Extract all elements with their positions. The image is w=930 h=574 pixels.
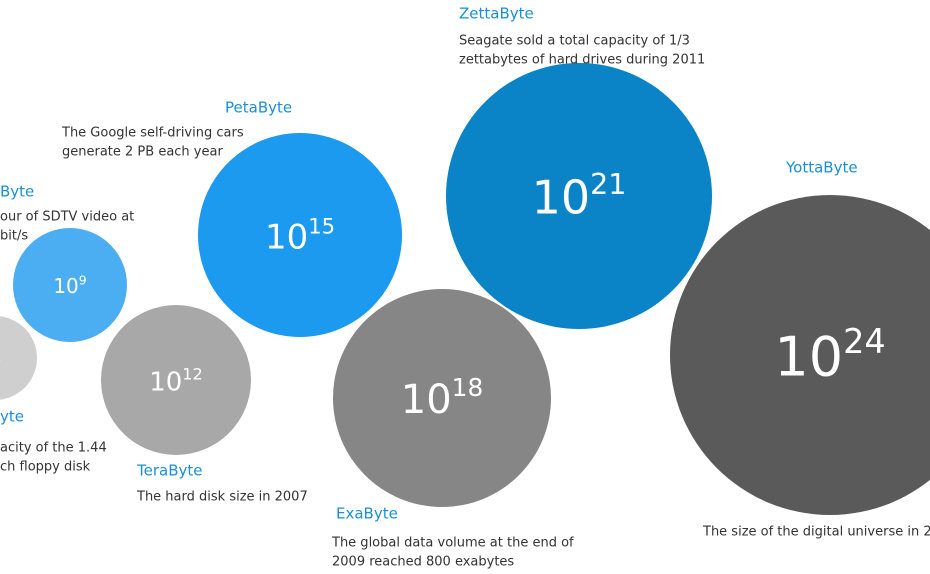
bubble [101,305,251,455]
magnitude-exponent: 18 [452,373,484,402]
bubble [333,289,551,507]
magnitude-base: 10 [265,217,308,257]
magnitude-base: 10 [774,325,843,388]
caption: ch floppy disk [0,460,91,475]
caption: generate 2 PB each year [62,145,223,160]
caption: Seagate sold a total capacity of 1/3 [459,34,690,49]
caption: bit/s [0,229,28,244]
magnitude-exponent: 24 [843,322,886,361]
bubble [198,133,402,337]
magnitude: 1021 [532,168,627,224]
caption: The global data volume at the end of [331,536,574,551]
magnitude-base: 10 [53,274,78,298]
caption: 2009 reached 800 exabytes [332,555,514,570]
magnitude: 6 [0,355,1,365]
bubble [0,316,37,400]
size-label: PetaByte [225,99,292,117]
caption: The Google self-driving cars [61,126,244,141]
magnitude-exponent: 12 [182,364,203,383]
caption: The size of the digital universe in 2 [702,525,930,540]
magnitude-base: 10 [149,367,182,397]
magnitude: 1012 [149,364,203,397]
magnitude: 1015 [265,214,335,257]
magnitude: 1024 [774,322,885,388]
magnitude: 1018 [401,373,483,423]
caption: acity of the 1.44 [0,441,107,456]
caption: The hard disk size in 2007 [136,490,308,505]
size-label: ZettaByte [459,5,534,23]
size-label: yte [0,408,24,426]
bubble [446,63,712,329]
magnitude-exponent: 9 [79,272,87,287]
magnitude-base: 10 [401,377,452,423]
size-label: TeraByte [136,462,202,480]
magnitude-exponent: 15 [308,214,335,239]
caption: our of SDTV video at [0,210,134,225]
caption: zettabytes of hard drives during 2011 [459,53,705,68]
size-label: ExaByte [336,505,398,523]
magnitude-exponent: 21 [590,168,626,201]
bubble [13,228,127,342]
magnitude: 109 [53,272,86,297]
magnitude-base: 10 [532,170,591,224]
size-label: YottaByte [785,159,858,177]
size-label: Byte [0,183,34,201]
magnitude-exponent: 6 [0,355,1,365]
bubble [670,195,930,515]
